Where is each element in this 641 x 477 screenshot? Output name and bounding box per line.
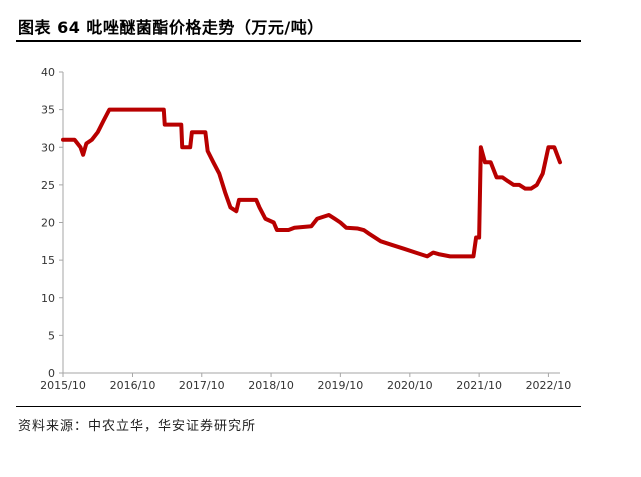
x-tick-label: 2019/10 [318, 379, 364, 392]
x-axis-ticks: 2015/10 2016/10 2017/10 2018/10 2019/10 2020/… [40, 373, 571, 392]
y-tick-label: 0 [48, 367, 55, 380]
y-tick-label: 10 [41, 292, 55, 305]
y-tick-label: 20 [41, 217, 55, 230]
x-tick-label: 2021/10 [456, 379, 502, 392]
y-tick-label: 25 [41, 179, 55, 192]
x-tick-label: 2016/10 [110, 379, 156, 392]
y-axis-ticks: 0 5 10 15 20 25 30 35 40 [41, 66, 63, 380]
y-tick-label: 15 [41, 254, 55, 267]
source-note: 资料来源：中农立华，华安证券研究所 [18, 419, 257, 434]
price-line-series [61, 107, 562, 259]
y-tick-label: 30 [41, 141, 55, 154]
source-bar: 资料来源：中农立华，华安证券研究所 [16, 406, 581, 434]
y-tick-label: 40 [41, 66, 55, 79]
x-tick-label: 2020/10 [387, 379, 433, 392]
chart-axes [62, 72, 560, 374]
x-tick-label: 2017/10 [179, 379, 225, 392]
y-tick-label: 5 [48, 329, 55, 342]
chart-title: 图表 64 吡唑醚菌酯价格走势（万元/吨） [18, 18, 324, 37]
x-tick-label: 2018/10 [248, 379, 294, 392]
x-tick-label: 2015/10 [40, 379, 86, 392]
plot-area [61, 107, 562, 259]
x-tick-label: 2022/10 [526, 379, 572, 392]
y-tick-label: 35 [41, 104, 55, 117]
title-bar: 图表 64 吡唑醚菌酯价格走势（万元/吨） [16, 10, 581, 42]
